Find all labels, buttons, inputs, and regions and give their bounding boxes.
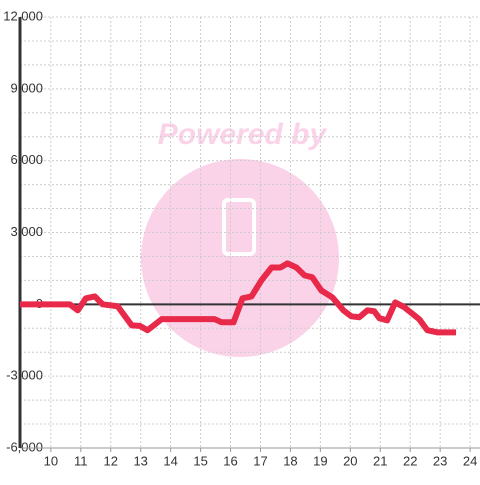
y-tick-label: -6,000 [6,439,43,454]
x-tick-label: 21 [373,453,387,468]
x-tick-label: 13 [133,453,147,468]
watermark-text: Powered by [158,118,328,151]
x-tick-label: 15 [193,453,207,468]
y-tick-label: 3,000 [10,224,43,239]
x-tick-label: 11 [74,453,88,468]
y-tick-label: -3,000 [6,368,43,383]
x-tick-label: 17 [253,453,267,468]
x-tick-label: 24 [463,453,477,468]
x-tick-label: 14 [163,453,177,468]
x-tick-label: 22 [403,453,417,468]
y-tick-label: 6,000 [10,152,43,167]
y-tick-label: 12,000 [3,8,43,23]
x-tick-label: 16 [223,453,237,468]
x-tick-label: 20 [343,453,357,468]
x-tick-label: 19 [313,453,327,468]
x-tick-label: 12 [104,453,118,468]
watermark-icon [222,198,256,256]
line-series [20,260,457,336]
x-tick-label: 18 [283,453,297,468]
x-tick-label: 23 [433,453,447,468]
x-tick-label: 10 [44,453,58,468]
y-tick-label: 9,000 [10,80,43,95]
